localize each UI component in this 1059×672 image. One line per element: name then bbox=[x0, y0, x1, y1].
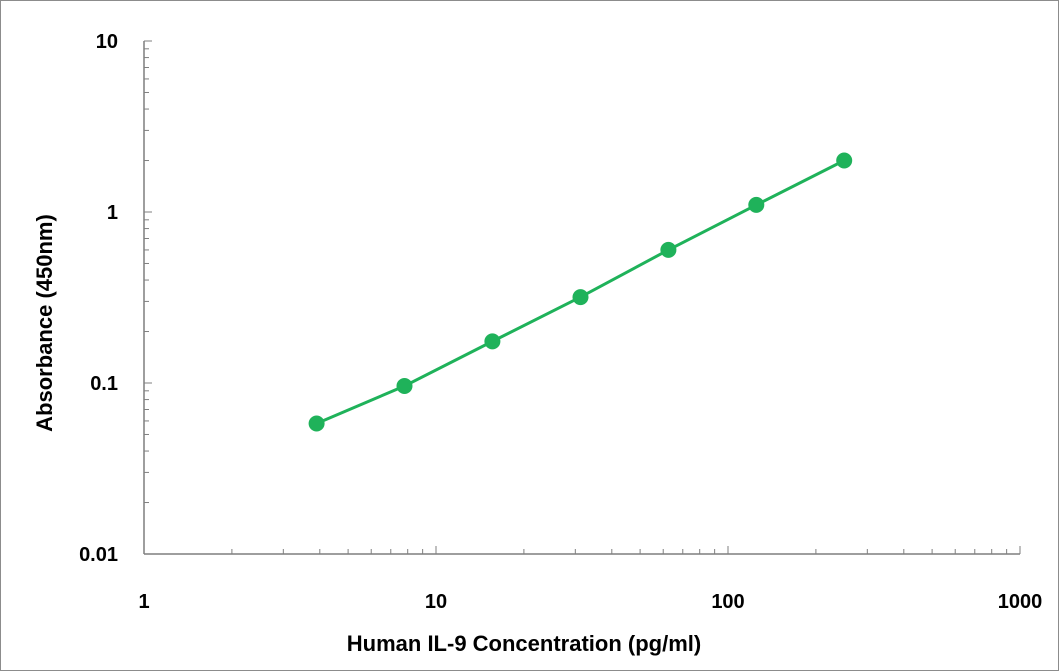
data-point bbox=[660, 241, 677, 258]
x-tick-label: 100 bbox=[711, 591, 744, 613]
data-point bbox=[836, 152, 853, 169]
ticks: 1 10 100 1000 0.01 0.1 1 10 bbox=[79, 31, 1042, 613]
labels: Human IL-9 Concentration (pg/ml) Absorba… bbox=[32, 214, 701, 656]
x-tick-label: 10 bbox=[425, 591, 447, 613]
axes bbox=[143, 41, 1020, 555]
y-tick-label: 1 bbox=[107, 202, 118, 224]
x-axis-title: Human IL-9 Concentration (pg/ml) bbox=[347, 631, 701, 656]
y-tick-label: 10 bbox=[96, 31, 118, 53]
y-axis-title: Absorbance (450nm) bbox=[32, 214, 57, 432]
data-point bbox=[748, 196, 765, 213]
y-tick-label: 0.01 bbox=[79, 544, 118, 566]
y-tick-label: 0.1 bbox=[90, 373, 118, 395]
data-point bbox=[484, 333, 501, 350]
data-point bbox=[396, 378, 413, 394]
data-point bbox=[572, 289, 589, 306]
x-tick-label: 1000 bbox=[998, 591, 1043, 613]
series bbox=[308, 152, 853, 432]
data-point bbox=[308, 415, 325, 432]
x-tick-label: 1 bbox=[138, 591, 149, 613]
